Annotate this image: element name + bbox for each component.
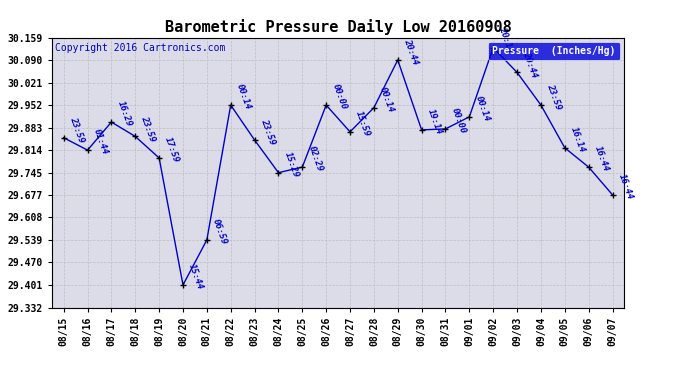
- Text: 00:00: 00:00: [450, 107, 467, 135]
- Text: 00:00: 00:00: [331, 83, 348, 111]
- Text: 16:44: 16:44: [593, 145, 611, 173]
- Text: 06:59: 06:59: [211, 218, 228, 246]
- Text: 00:14: 00:14: [473, 94, 491, 123]
- Text: 15:59: 15:59: [354, 110, 372, 138]
- Text: 00:14: 00:14: [378, 86, 395, 114]
- Text: 23:59: 23:59: [139, 114, 157, 142]
- Text: 19:14: 19:14: [426, 108, 444, 136]
- Text: 16:14: 16:14: [569, 126, 586, 154]
- Title: Barometric Pressure Daily Low 20160908: Barometric Pressure Daily Low 20160908: [165, 19, 511, 35]
- Text: Copyright 2016 Cartronics.com: Copyright 2016 Cartronics.com: [55, 43, 225, 53]
- Text: 23:59: 23:59: [68, 116, 86, 144]
- Text: 15:29: 15:29: [283, 150, 300, 179]
- Legend: Pressure  (Inches/Hg): Pressure (Inches/Hg): [489, 42, 620, 60]
- Text: 01:44: 01:44: [92, 128, 109, 156]
- Text: 16:44: 16:44: [617, 173, 634, 201]
- Text: 00:14: 00:14: [235, 83, 253, 111]
- Text: 20:44: 20:44: [521, 50, 539, 79]
- Text: 20:14: 20:14: [497, 26, 515, 54]
- Text: 15:44: 15:44: [187, 263, 205, 291]
- Text: 02:29: 02:29: [306, 145, 324, 173]
- Text: 23:59: 23:59: [259, 118, 277, 146]
- Text: 20:44: 20:44: [402, 38, 420, 66]
- Text: 17:59: 17:59: [164, 136, 181, 164]
- Text: 16:29: 16:29: [115, 100, 133, 128]
- Text: 23:59: 23:59: [545, 83, 563, 111]
